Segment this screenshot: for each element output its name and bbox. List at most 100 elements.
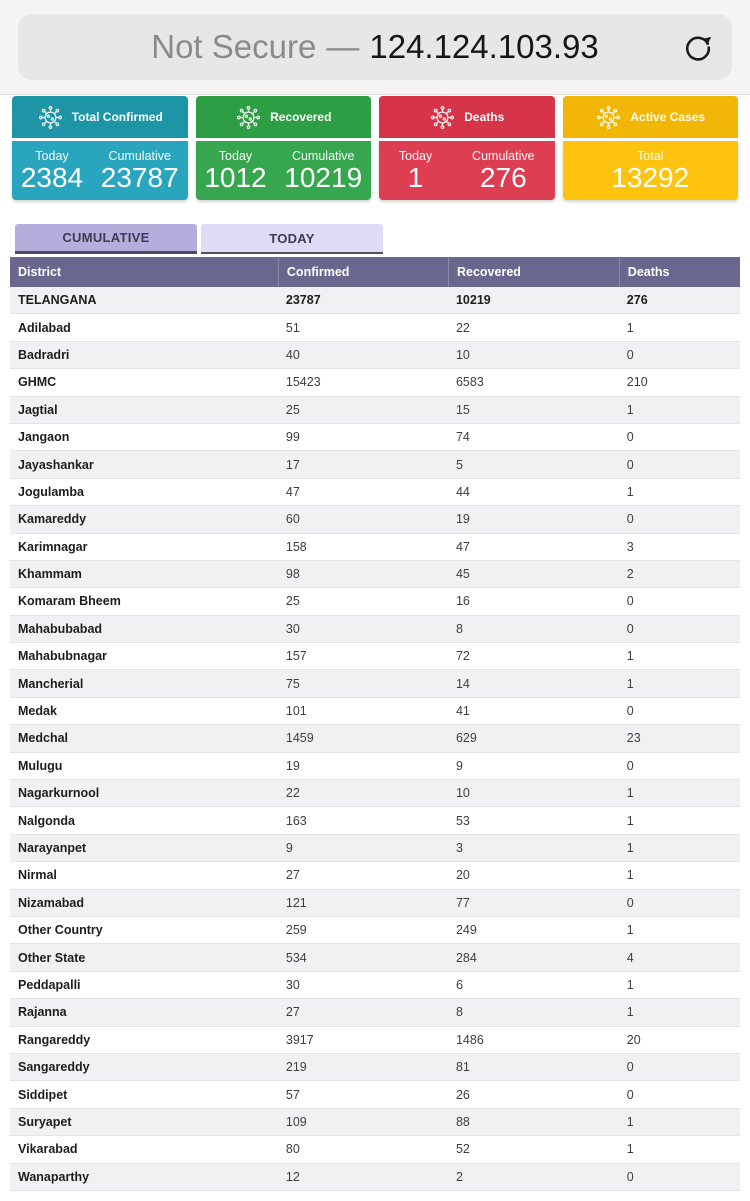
confirmed-cell: 25 bbox=[285, 594, 300, 609]
column-header-deaths: Deaths bbox=[618, 257, 740, 287]
confirmed-cell: 12 bbox=[285, 1169, 300, 1184]
district-cell: Rangareddy bbox=[18, 1032, 91, 1047]
stat-card: Active Cases Total 13292 bbox=[562, 96, 738, 200]
district-cell: Siddipet bbox=[18, 1087, 68, 1102]
recovered-cell: 6 bbox=[455, 977, 463, 992]
stat-card: Recovered Today 1012 Cumulative 10219 bbox=[195, 96, 371, 200]
virus-icon bbox=[595, 104, 622, 131]
column-header-confirmed: Confirmed bbox=[277, 257, 448, 287]
district-cell: Mahabubnagar bbox=[18, 649, 107, 664]
table-row: Karimnagar 158 47 3 bbox=[10, 533, 740, 561]
stat-value: 1012 bbox=[204, 161, 267, 193]
recovered-cell: 26 bbox=[455, 1087, 470, 1102]
url-text: Not Secure — 124.124.103.93 bbox=[151, 28, 598, 66]
district-cell: Mancherial bbox=[18, 676, 84, 691]
recovered-cell: 3 bbox=[455, 841, 463, 855]
recovered-cell: 16 bbox=[455, 594, 470, 609]
table-header-row: District Confirmed Recovered Deaths bbox=[10, 257, 740, 287]
virus-icon bbox=[235, 104, 262, 131]
confirmed-cell: 25 bbox=[285, 402, 300, 417]
virus-icon bbox=[429, 104, 456, 131]
district-cell: Suryapet bbox=[18, 1114, 72, 1129]
confirmed-cell: 99 bbox=[285, 430, 300, 445]
security-label: Not Secure bbox=[151, 28, 317, 65]
confirmed-cell: 47 bbox=[285, 484, 300, 499]
confirmed-cell: 163 bbox=[285, 813, 307, 828]
confirmed-cell: 19 bbox=[285, 758, 300, 773]
table-row: Rajanna 27 8 1 bbox=[10, 999, 740, 1027]
table-body: TELANGANA 23787 10219 276 Adilabad 51 22… bbox=[10, 287, 740, 1191]
table-row: Nirmal 27 20 1 bbox=[10, 862, 740, 890]
deaths-cell: 276 bbox=[626, 293, 648, 308]
table-row: Kamareddy 60 19 0 bbox=[10, 506, 740, 534]
recovered-cell: 44 bbox=[455, 484, 470, 499]
confirmed-cell: 1459 bbox=[285, 731, 314, 746]
district-cell: Other Country bbox=[18, 923, 103, 938]
stat-value: 276 bbox=[479, 161, 527, 193]
confirmed-cell: 158 bbox=[285, 539, 307, 554]
deaths-cell: 0 bbox=[626, 895, 634, 910]
tab-cumulative[interactable]: CUMULATIVE bbox=[15, 224, 197, 254]
stat: Cumulative 10219 bbox=[284, 149, 362, 192]
recovered-cell: 53 bbox=[455, 813, 470, 828]
confirmed-cell: 157 bbox=[285, 649, 307, 664]
table-row: Jayashankar 17 5 0 bbox=[10, 451, 740, 479]
recovered-cell: 20 bbox=[455, 868, 470, 883]
recovered-cell: 5 bbox=[455, 457, 463, 472]
stat: Cumulative 23787 bbox=[101, 149, 179, 192]
deaths-cell: 1 bbox=[626, 977, 634, 992]
table-row: Other State 534 284 4 bbox=[10, 944, 740, 972]
recovered-cell: 77 bbox=[455, 895, 470, 910]
stat-label: Today bbox=[35, 148, 69, 163]
recovered-cell: 6583 bbox=[455, 375, 484, 390]
stat-label: Cumulative bbox=[472, 148, 535, 163]
district-cell: Nagarkurnool bbox=[18, 786, 100, 801]
recovered-cell: 8 bbox=[455, 1005, 463, 1020]
district-cell: Medchal bbox=[18, 731, 69, 746]
deaths-cell: 1 bbox=[626, 676, 634, 691]
district-cell: Adilabad bbox=[18, 320, 71, 335]
stat-label: Cumulative bbox=[108, 148, 171, 163]
deaths-cell: 1 bbox=[626, 841, 634, 855]
district-cell: Jogulamba bbox=[18, 484, 84, 499]
recovered-cell: 249 bbox=[455, 923, 477, 938]
deaths-cell: 4 bbox=[626, 950, 634, 965]
district-cell: Sangareddy bbox=[18, 1060, 90, 1075]
district-cell: Komaram Bheem bbox=[18, 594, 121, 609]
tab-today[interactable]: TODAY bbox=[201, 224, 383, 254]
deaths-cell: 1 bbox=[626, 923, 634, 938]
table-row: Wanaparthy 12 2 0 bbox=[10, 1163, 740, 1191]
url-bar[interactable]: Not Secure — 124.124.103.93 bbox=[18, 14, 732, 80]
recovered-cell: 19 bbox=[455, 512, 470, 527]
stat-label: Today bbox=[218, 148, 253, 163]
confirmed-cell: 30 bbox=[285, 621, 300, 636]
reload-button[interactable] bbox=[680, 29, 716, 65]
district-cell: Narayanpet bbox=[18, 841, 87, 855]
district-cell: Nizamabad bbox=[18, 895, 84, 910]
district-cell: Jayashankar bbox=[18, 457, 94, 472]
district-cell: Jangaon bbox=[18, 430, 70, 445]
deaths-cell: 1 bbox=[626, 868, 634, 883]
district-cell: Kamareddy bbox=[18, 512, 87, 527]
table-row: Medchal 1459 629 23 bbox=[10, 725, 740, 753]
deaths-cell: 0 bbox=[626, 347, 634, 362]
table-row: Narayanpet 9 3 1 bbox=[10, 834, 740, 863]
confirmed-cell: 22 bbox=[285, 786, 300, 801]
confirmed-cell: 60 bbox=[285, 512, 300, 527]
stat-cards: Total Confirmed Today 2384 Cumulative 23… bbox=[0, 95, 750, 200]
recovered-cell: 1486 bbox=[455, 1032, 484, 1047]
table-row: Siddipet 57 26 0 bbox=[10, 1081, 740, 1109]
district-cell: Badradri bbox=[18, 347, 70, 362]
deaths-cell: 0 bbox=[626, 1060, 634, 1075]
deaths-cell: 1 bbox=[626, 813, 634, 828]
stat-card-header: Total Confirmed bbox=[12, 96, 188, 138]
table-row: Other Country 259 249 1 bbox=[10, 916, 740, 945]
deaths-cell: 0 bbox=[626, 512, 634, 527]
stat-card-title: Active Cases bbox=[630, 110, 706, 124]
table-row: Vikarabad 80 52 1 bbox=[10, 1136, 740, 1164]
confirmed-cell: 27 bbox=[285, 868, 300, 883]
deaths-cell: 23 bbox=[626, 731, 641, 746]
recovered-cell: 629 bbox=[455, 731, 477, 746]
confirmed-cell: 121 bbox=[285, 895, 307, 910]
stat-value: 23787 bbox=[100, 161, 179, 193]
